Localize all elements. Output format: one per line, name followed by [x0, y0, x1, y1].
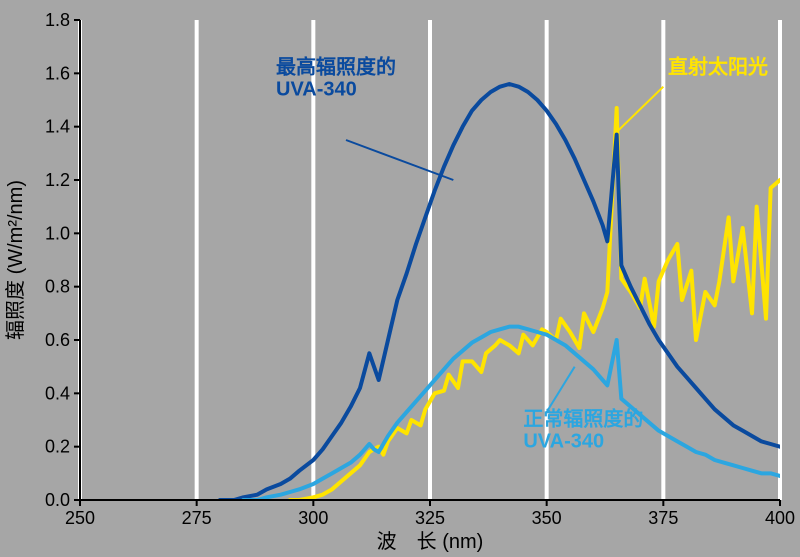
y-tick-label: 1.6: [45, 63, 70, 83]
x-tick-label: 325: [415, 508, 445, 528]
y-tick-label: 1.0: [45, 223, 70, 243]
x-tick-label: 350: [532, 508, 562, 528]
y-tick-label: 1.8: [45, 10, 70, 30]
y-axis-label: 辐照度 (W/m²/nm): [4, 180, 27, 340]
x-tick-label: 300: [298, 508, 328, 528]
x-axis-label: 波 长 (nm): [377, 530, 484, 553]
x-tick-label: 375: [648, 508, 678, 528]
y-tick-label: 0.0: [45, 490, 70, 510]
x-tick-label: 250: [65, 508, 95, 528]
y-tick-label: 0.8: [45, 277, 70, 297]
y-tick-label: 1.4: [45, 117, 70, 137]
x-tick-label: 275: [182, 508, 212, 528]
y-tick-label: 0.4: [45, 383, 70, 403]
irradiance-chart: 250 275 300 325 350 375 400 0.0 0.2 0.4 0.6 0.8 1.0 1…: [0, 0, 800, 557]
label-sunlight: 直射太阳光: [668, 54, 768, 78]
x-tick-label: 400: [765, 508, 795, 528]
y-tick-label: 1.2: [45, 170, 70, 190]
y-tick-label: 0.6: [45, 330, 70, 350]
y-tick-label: 0.2: [45, 437, 70, 457]
